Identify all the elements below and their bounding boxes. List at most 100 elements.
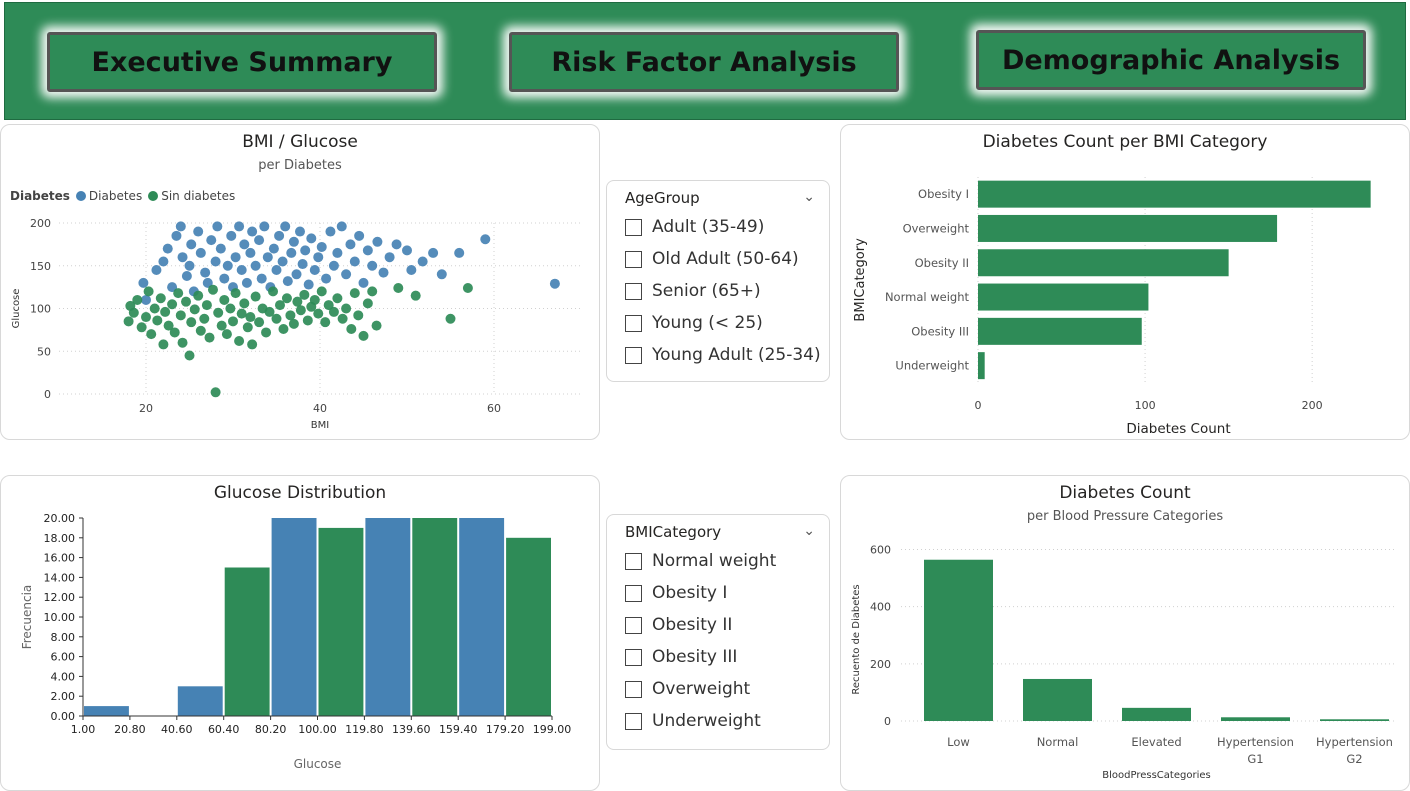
histogram-bar[interactable] <box>84 706 129 716</box>
scatter-point[interactable] <box>346 324 357 335</box>
scatter-point[interactable] <box>155 293 166 304</box>
checkbox[interactable] <box>625 314 642 332</box>
scatter-point[interactable] <box>271 265 282 276</box>
bar[interactable] <box>978 249 1229 277</box>
scatter-point[interactable] <box>367 286 378 297</box>
agegroup-option[interactable]: Adult (35-49) <box>625 215 764 239</box>
checkbox[interactable] <box>625 218 642 236</box>
scatter-point[interactable] <box>167 282 178 293</box>
scatter-point[interactable] <box>286 247 297 258</box>
scatter-point[interactable] <box>207 284 218 295</box>
bar[interactable] <box>978 180 1371 208</box>
scatter-point[interactable] <box>274 230 285 241</box>
risk-factor-analysis-button[interactable]: Risk Factor Analysis <box>509 32 899 92</box>
scatter-point[interactable] <box>195 325 206 336</box>
scatter-point[interactable] <box>163 320 174 331</box>
scatter-point[interactable] <box>406 265 417 276</box>
histogram-bar[interactable] <box>271 518 317 716</box>
agegroup-option[interactable]: Young (< 25) <box>625 311 763 335</box>
histogram-bar[interactable] <box>459 518 505 716</box>
scatter-point[interactable] <box>328 260 339 271</box>
scatter-point[interactable] <box>250 291 261 302</box>
scatter-point[interactable] <box>184 350 195 361</box>
legend-label-diabetes[interactable]: Diabetes <box>88 189 143 203</box>
checkbox[interactable] <box>625 648 642 666</box>
scatter-point[interactable] <box>201 300 212 311</box>
scatter-point[interactable] <box>167 299 178 310</box>
scatter-point[interactable] <box>393 282 404 293</box>
scatter-point[interactable] <box>250 260 261 271</box>
checkbox[interactable] <box>625 584 642 602</box>
scatter-point[interactable] <box>417 256 428 267</box>
checkbox[interactable] <box>625 282 642 300</box>
scatter-point[interactable] <box>309 265 320 276</box>
scatter-point[interactable] <box>321 273 332 284</box>
scatter-point[interactable] <box>152 315 163 326</box>
scatter-point[interactable] <box>242 322 253 333</box>
scatter-point[interactable] <box>175 310 186 321</box>
scatter-point[interactable] <box>141 312 151 323</box>
scatter-point[interactable] <box>245 247 256 258</box>
scatter-point[interactable] <box>280 221 291 232</box>
scatter-point[interactable] <box>202 277 213 288</box>
scatter-point[interactable] <box>200 267 211 278</box>
scatter-point[interactable] <box>175 221 186 232</box>
scatter-point[interactable] <box>219 294 230 305</box>
scatter-point[interactable] <box>299 289 310 300</box>
scatter-point[interactable] <box>445 313 456 324</box>
scatter-point[interactable] <box>195 247 206 258</box>
scatter-point[interactable] <box>262 252 273 263</box>
scatter-point[interactable] <box>354 230 365 241</box>
scatter-point[interactable] <box>316 241 327 252</box>
scatter-point[interactable] <box>141 294 151 305</box>
scatter-point[interactable] <box>303 279 314 290</box>
scatter-point[interactable] <box>254 317 265 328</box>
scatter-point[interactable] <box>402 245 412 256</box>
scatter-point[interactable] <box>378 267 389 278</box>
checkbox[interactable] <box>625 712 642 730</box>
scatter-point[interactable] <box>336 221 347 232</box>
scatter-point[interactable] <box>136 322 147 333</box>
bar[interactable] <box>978 283 1149 311</box>
scatter-point[interactable] <box>268 243 279 254</box>
agegroup-option[interactable]: Old Adult (50-64) <box>625 247 799 271</box>
scatter-point[interactable] <box>239 298 250 309</box>
scatter-point[interactable] <box>230 252 241 263</box>
checkbox[interactable] <box>625 346 642 364</box>
scatter-point[interactable] <box>236 308 247 319</box>
scatter-point[interactable] <box>212 221 223 232</box>
scatter-point[interactable] <box>295 305 306 316</box>
bp-bar-chart[interactable]: 0 200 400 600 Low Normal Elevated Hypertension G… <box>841 528 1409 790</box>
scatter-point[interactable] <box>261 327 272 338</box>
bar[interactable] <box>1221 717 1290 721</box>
scatter-point[interactable] <box>186 317 197 328</box>
scatter-point[interactable] <box>181 271 192 282</box>
scatter-point[interactable] <box>297 259 308 270</box>
scatter-point[interactable] <box>480 234 491 245</box>
histogram-bar[interactable] <box>365 518 411 716</box>
scatter-point[interactable] <box>149 303 160 314</box>
scatter-point[interactable] <box>428 247 439 258</box>
scatter-point[interactable] <box>264 306 275 317</box>
scatter-point[interactable] <box>236 265 247 276</box>
scatter-point[interactable] <box>193 226 204 237</box>
scatter-point[interactable] <box>410 290 421 301</box>
agegroup-option[interactable]: Young Adult (25-34) <box>625 343 821 367</box>
scatter-point[interactable] <box>341 269 352 280</box>
scatter-point[interactable] <box>268 286 279 297</box>
scatter-point[interactable] <box>288 318 299 329</box>
bmicategory-option[interactable]: Obesity I <box>625 581 727 605</box>
scatter-point[interactable] <box>462 282 473 293</box>
scatter-point[interactable] <box>247 339 258 350</box>
scatter-point[interactable] <box>186 239 197 250</box>
scatter-point[interactable] <box>271 313 282 324</box>
scatter-point[interactable] <box>353 310 364 321</box>
scatter-point[interactable] <box>171 230 182 241</box>
scatter-point[interactable] <box>362 298 373 309</box>
scatter-point[interactable] <box>132 294 143 305</box>
scatter-point[interactable] <box>332 293 343 304</box>
scatter-point[interactable] <box>288 236 299 247</box>
scatter-point[interactable] <box>234 221 245 232</box>
bmicategory-option[interactable]: Overweight <box>625 677 750 701</box>
scatter-point[interactable] <box>302 315 313 326</box>
